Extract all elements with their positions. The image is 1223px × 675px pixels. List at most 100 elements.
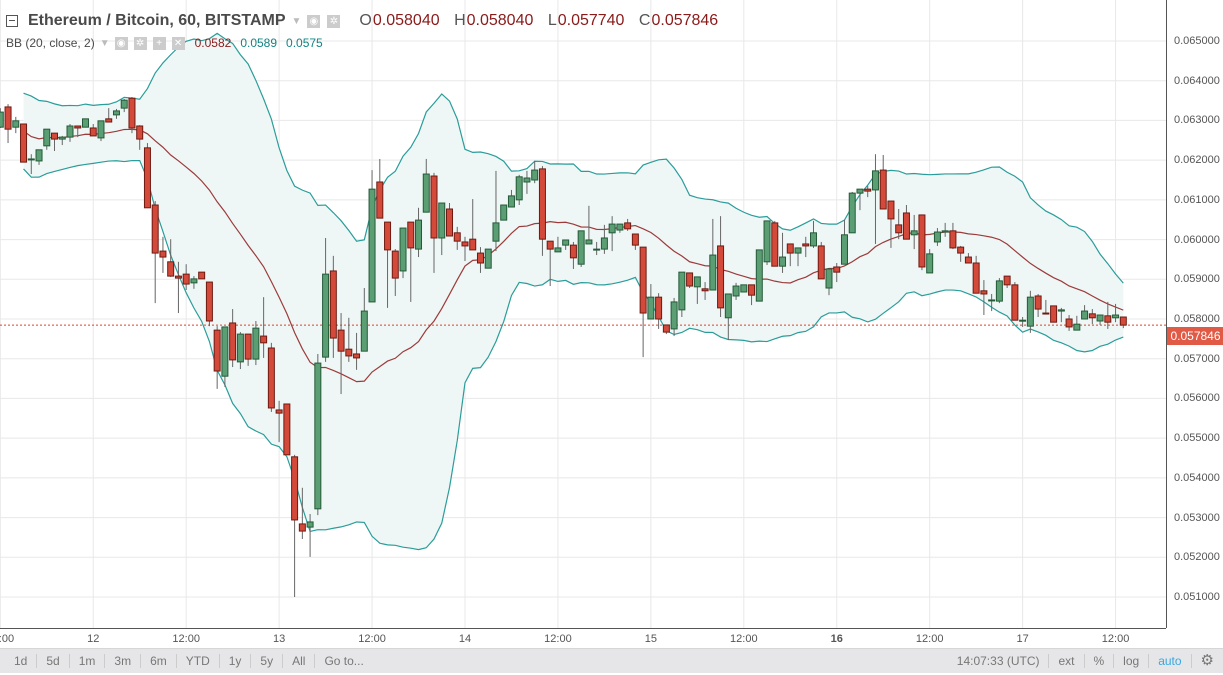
close-label: C <box>638 12 651 29</box>
range-ytd[interactable]: YTD <box>177 654 220 668</box>
candle <box>624 218 632 231</box>
candle-body-up <box>577 230 585 265</box>
clock[interactable]: 14:07:33 (UTC) <box>948 654 1050 668</box>
time-tick-label: 12:00 <box>915 633 944 645</box>
candle <box>360 288 368 352</box>
candle-body-up <box>438 202 446 239</box>
candle-body-down <box>476 252 484 264</box>
symbol-title[interactable]: Ethereum / Bitcoin, 60, BITSTAMP <box>28 12 286 29</box>
candle-body-up <box>27 158 35 161</box>
candle-body-down <box>972 262 980 294</box>
high-value: 0.058040 <box>466 12 534 29</box>
candle <box>856 188 864 211</box>
candle <box>825 268 833 296</box>
log-toggle[interactable]: log <box>1114 654 1150 668</box>
candle <box>446 203 453 237</box>
candle <box>51 132 59 152</box>
candle <box>678 271 686 318</box>
candle-body-down <box>1042 312 1050 315</box>
price-tick-label: 0.055000 <box>1174 432 1220 445</box>
candle-body-up <box>1073 323 1081 331</box>
range-5y[interactable]: 5y <box>251 654 284 668</box>
price-tick-label: 0.053000 <box>1174 511 1220 524</box>
high-label: H <box>454 12 466 29</box>
candle-body-up <box>322 273 330 358</box>
candle-body-down <box>802 243 810 247</box>
candle <box>515 174 523 206</box>
candle-body-down <box>376 181 384 219</box>
candle <box>407 221 415 302</box>
eye-icon[interactable]: ◉ <box>307 14 321 28</box>
candle-body-down <box>902 212 910 240</box>
candle <box>0 108 4 128</box>
candle <box>670 297 678 337</box>
candle-body-up <box>35 149 43 162</box>
candle-body-down <box>717 245 725 309</box>
gear-icon[interactable]: ✲ <box>133 36 147 50</box>
chevron-down-icon[interactable]: ▼ <box>291 15 302 27</box>
candle-body-up <box>732 285 740 297</box>
range-6m[interactable]: 6m <box>141 654 177 668</box>
candle-body-up <box>1096 314 1104 322</box>
candle <box>957 245 965 262</box>
plus-icon[interactable]: + <box>152 36 166 50</box>
gear-icon[interactable]: ⚙ <box>1200 652 1214 669</box>
open-value: 0.058040 <box>372 12 440 29</box>
gear-icon[interactable]: ✲ <box>327 14 341 28</box>
candle <box>337 313 345 395</box>
chevron-down-icon[interactable]: ▼ <box>99 37 110 49</box>
close-icon[interactable]: ✕ <box>171 36 185 50</box>
candle-body-up <box>562 239 570 246</box>
candle-body-up <box>58 136 66 140</box>
candle-body-up <box>399 227 407 272</box>
candle-body-down <box>275 409 283 414</box>
candle <box>600 224 608 254</box>
candle <box>840 220 848 265</box>
price-tick-label: 0.063000 <box>1174 114 1220 127</box>
candle-body-down <box>260 335 268 344</box>
range-1m[interactable]: 1m <box>70 654 106 668</box>
range-1y[interactable]: 1y <box>220 654 252 668</box>
eye-icon[interactable]: ◉ <box>114 36 128 50</box>
candle <box>786 243 794 267</box>
collapse-icon[interactable] <box>6 15 18 27</box>
time-axis[interactable]: 12:00 12 12:00 13 12:00 14 12:00 15 12:00 16 12:00… <box>0 628 1166 649</box>
candle-body-down <box>833 266 841 273</box>
price-tick-label: 0.064000 <box>1174 74 1220 87</box>
candle <box>995 278 1003 304</box>
candle-body-down <box>244 333 252 360</box>
candle <box>20 123 28 163</box>
price-tick-label: 0.065000 <box>1174 35 1220 47</box>
candle <box>686 272 694 289</box>
price-chart[interactable] <box>0 0 1166 628</box>
candle <box>198 271 206 280</box>
low-value: 0.057740 <box>557 12 625 29</box>
range-1d[interactable]: 1d <box>5 654 38 668</box>
candle-body-down <box>631 233 639 246</box>
price-axis[interactable]: 0.065000 0.064000 0.063000 0.062000 0.061000… <box>1166 0 1223 628</box>
indicator-title[interactable]: BB (20, close, 2) <box>6 36 95 50</box>
candle-body-up <box>724 293 732 319</box>
range-all[interactable]: All <box>283 654 316 668</box>
auto-toggle[interactable]: auto <box>1149 654 1192 668</box>
goto-button[interactable]: Go to... <box>324 654 364 668</box>
candle-body-down <box>546 240 554 250</box>
price-tick-label: 0.059000 <box>1174 273 1220 286</box>
candle <box>732 282 740 300</box>
bb-upper-line <box>23 32 1124 284</box>
candle <box>492 170 500 252</box>
range-3m[interactable]: 3m <box>105 654 142 668</box>
percent-toggle[interactable]: % <box>1085 654 1115 668</box>
candle-body-up <box>608 223 616 234</box>
ext-toggle[interactable]: ext <box>1049 654 1085 668</box>
candle-body-up <box>755 249 763 302</box>
candle <box>1019 317 1027 327</box>
candle <box>12 116 20 134</box>
range-5d[interactable]: 5d <box>37 654 70 668</box>
candle-body-up <box>941 230 949 233</box>
candle <box>461 236 469 262</box>
candle-body-down <box>469 238 477 251</box>
candle <box>740 284 748 293</box>
candle-body-down <box>384 221 392 251</box>
bb-basis-value: 0.0582 <box>194 36 232 50</box>
